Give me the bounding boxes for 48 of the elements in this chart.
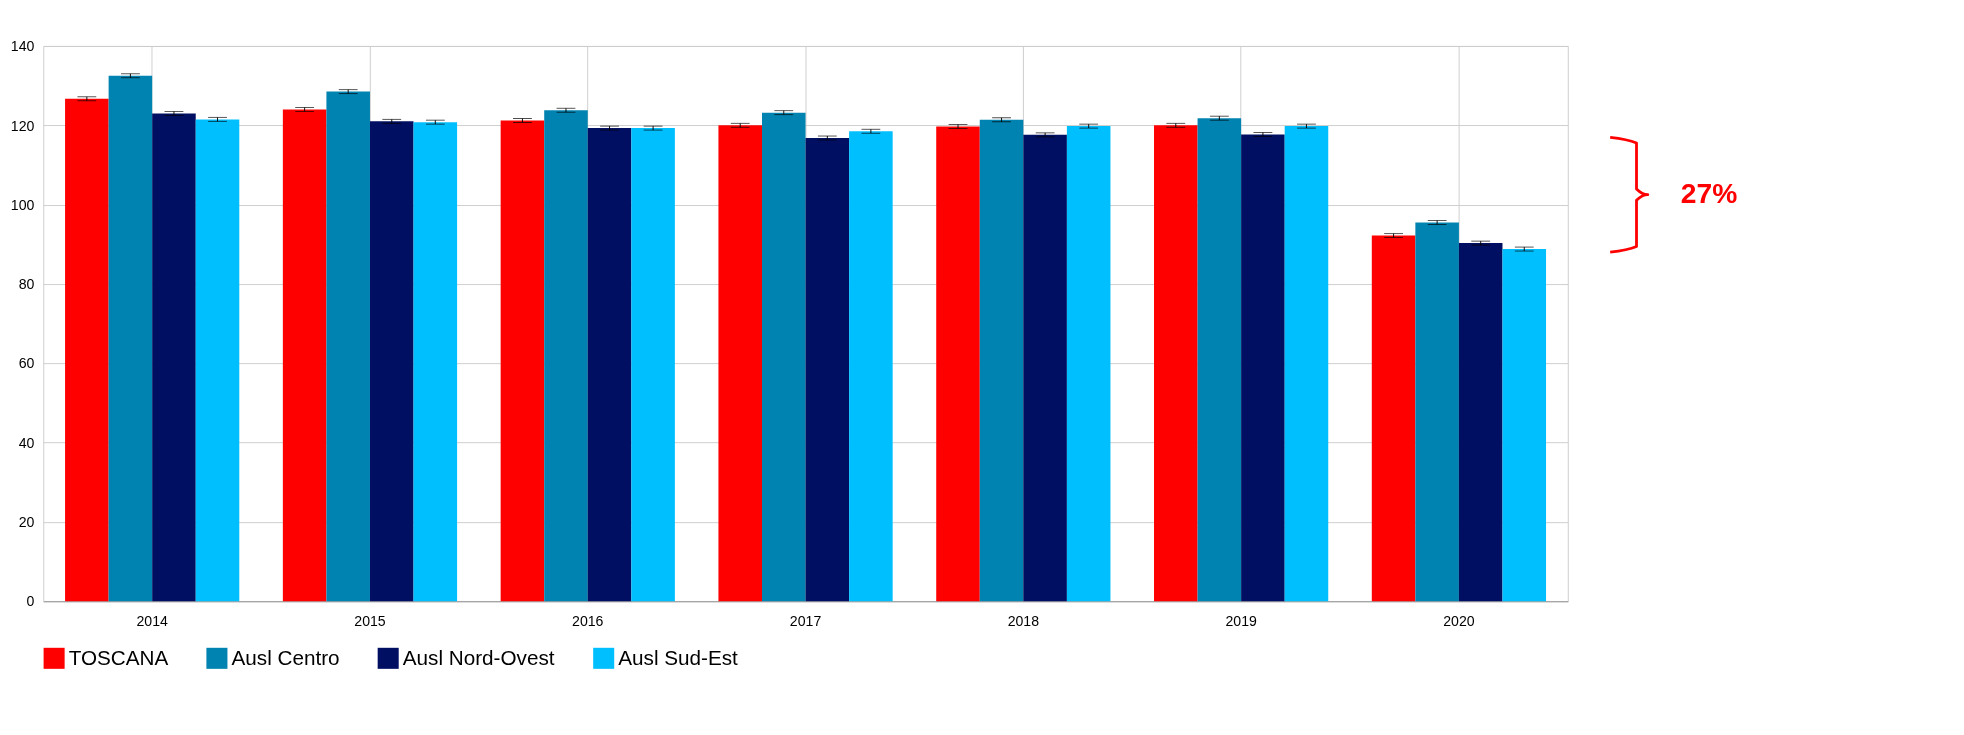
bar <box>1023 134 1067 602</box>
bar <box>282 109 327 602</box>
bar <box>761 112 806 602</box>
bar <box>631 128 675 602</box>
bar <box>587 128 632 602</box>
bar <box>413 122 458 602</box>
bar <box>979 119 1024 602</box>
bar <box>152 113 196 602</box>
bar <box>500 120 545 602</box>
bar <box>369 121 414 602</box>
x-tick-label: 2014 <box>136 613 169 630</box>
bar <box>544 110 588 602</box>
bar <box>326 91 370 602</box>
bar <box>1415 222 1459 602</box>
bar <box>1066 126 1111 602</box>
bar <box>1284 126 1329 602</box>
bar <box>108 75 153 602</box>
y-tick-label: 100 <box>10 196 35 213</box>
legend-label: Ausl Nord-Ovest <box>402 645 555 669</box>
bar <box>1502 249 1547 602</box>
bar <box>1241 134 1285 602</box>
x-tick-label: 2018 <box>1007 613 1040 630</box>
legend-label: TOSCANA <box>68 645 169 669</box>
bar <box>849 131 893 602</box>
y-tick-label: 0 <box>26 593 35 610</box>
text: 27% <box>1680 177 1738 210</box>
y-tick-label: 60 <box>18 355 35 372</box>
legend-label: Ausl Centro <box>231 645 340 669</box>
bar <box>1458 243 1503 602</box>
x-tick-label: 2016 <box>572 613 604 630</box>
x-tick-label: 2015 <box>354 613 386 630</box>
x-tick-label: 2019 <box>1225 613 1257 630</box>
y-tick-label: 20 <box>18 514 35 531</box>
bar <box>718 125 762 602</box>
bar <box>936 126 980 602</box>
x-tick-label: 2017 <box>789 613 822 630</box>
y-tick-label: 80 <box>18 276 35 293</box>
y-tick-label: 140 <box>10 38 35 55</box>
bar <box>1197 118 1242 602</box>
bar <box>195 119 240 602</box>
y-tick-label: 120 <box>10 117 35 134</box>
bar <box>1154 125 1198 602</box>
legend-label: Ausl Sud-Est <box>618 645 739 669</box>
bar <box>65 98 109 602</box>
bar <box>1371 235 1416 602</box>
y-tick-label: 40 <box>18 434 35 451</box>
bar <box>805 138 850 602</box>
x-tick-label: 2020 <box>1443 613 1475 630</box>
